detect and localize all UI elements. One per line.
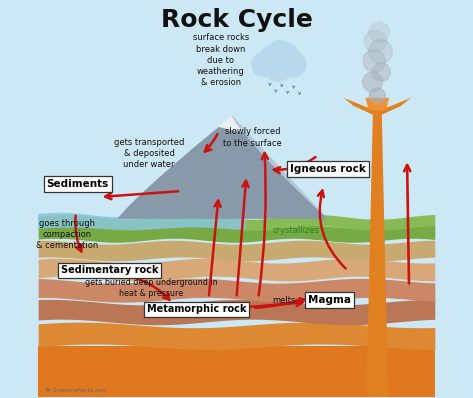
Circle shape [368,39,393,63]
Text: Sediments: Sediments [47,179,109,189]
Text: ☘ ScienceFacts.net: ☘ ScienceFacts.net [45,388,106,392]
Text: slowly forced
to the surface: slowly forced to the surface [223,127,282,148]
Polygon shape [367,110,388,397]
Bar [38,346,435,397]
Circle shape [252,53,276,76]
Circle shape [363,72,383,92]
Text: Sedimentary rock: Sedimentary rock [61,265,158,275]
Text: goes through
compaction
& cementation: goes through compaction & cementation [35,219,98,250]
Polygon shape [343,98,375,116]
Text: Magma: Magma [308,295,351,305]
Polygon shape [233,116,328,219]
Circle shape [268,40,289,62]
Circle shape [260,45,284,69]
Polygon shape [117,116,328,219]
Polygon shape [366,98,389,110]
Text: melts: melts [272,296,296,304]
Circle shape [280,51,306,77]
Circle shape [369,88,385,104]
Circle shape [272,43,299,70]
Circle shape [263,51,293,81]
Circle shape [369,22,390,43]
Text: crystallizes: crystallizes [272,226,319,235]
Circle shape [363,50,385,72]
Circle shape [364,30,386,52]
Text: surface rocks
break down
due to
weathering
& erosion: surface rocks break down due to weatheri… [193,33,249,87]
Text: gets transported
& deposited
under water: gets transported & deposited under water [114,138,184,169]
Polygon shape [219,116,245,134]
Text: Metamorphic rock: Metamorphic rock [147,304,246,314]
Text: Igneous rock: Igneous rock [290,164,366,174]
Text: Rock Cycle: Rock Cycle [160,8,313,32]
Circle shape [372,63,390,81]
Text: gets buried deep underground in
heat & pressure: gets buried deep underground in heat & p… [85,278,218,298]
Polygon shape [380,98,411,116]
